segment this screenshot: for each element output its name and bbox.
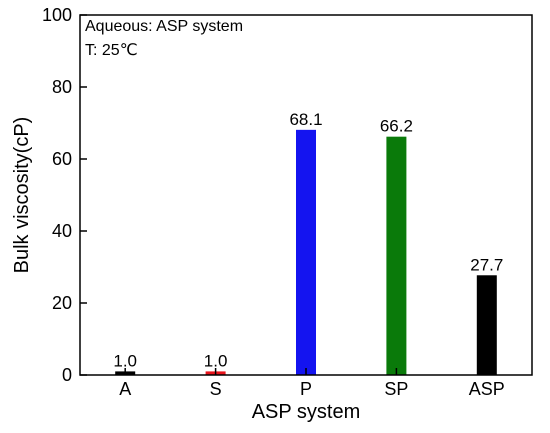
x-axis-ticks: A S P SP ASP xyxy=(119,368,505,399)
data-labels-group: 1.0 1.0 68.1 66.2 27.7 xyxy=(113,110,503,371)
data-label-asp: 27.7 xyxy=(470,255,503,274)
x-axis-title: ASP system xyxy=(252,401,361,423)
x-tick-label: A xyxy=(119,379,131,399)
y-tick-label: 100 xyxy=(42,5,72,25)
y-tick-label: 80 xyxy=(52,77,72,97)
y-axis-title: Bulk viscosity(cP) xyxy=(11,117,33,274)
bar-asp xyxy=(476,275,497,375)
x-tick-label: P xyxy=(300,379,312,399)
y-tick-label: 0 xyxy=(62,365,72,385)
x-tick-label: ASP xyxy=(469,379,505,399)
y-axis-ticks: 0 20 40 60 80 100 xyxy=(42,5,87,385)
y-tick-label: 20 xyxy=(52,293,72,313)
y-tick-label: 60 xyxy=(52,149,72,169)
x-tick-label: S xyxy=(210,379,222,399)
x-tick-label: SP xyxy=(384,379,408,399)
y-tick-label: 40 xyxy=(52,221,72,241)
data-label-p: 68.1 xyxy=(289,110,322,129)
annotation-system: Aqueous: ASP system xyxy=(85,18,243,35)
bar-sp xyxy=(386,136,407,375)
bars-group xyxy=(115,129,497,375)
bar-p xyxy=(296,129,316,375)
data-label-a: 1.0 xyxy=(113,351,137,370)
data-label-s: 1.0 xyxy=(204,351,228,370)
annotation-temperature: T: 25℃ xyxy=(85,42,138,59)
data-label-sp: 66.2 xyxy=(380,117,413,136)
